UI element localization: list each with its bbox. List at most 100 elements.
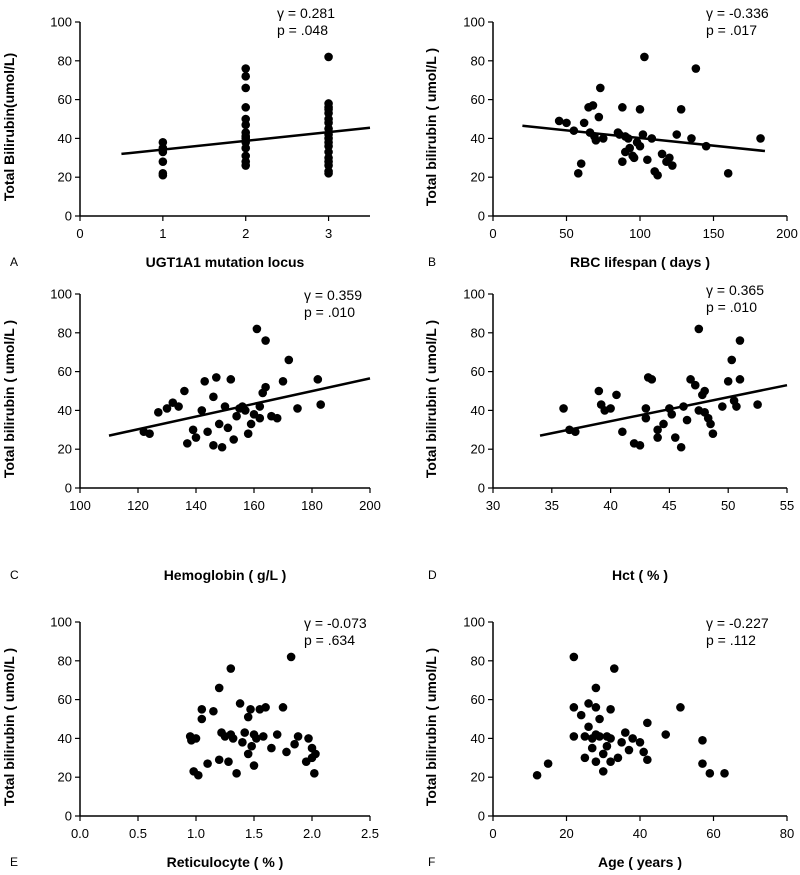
y-tick-label: 100 <box>463 15 485 30</box>
data-point <box>609 664 619 673</box>
data-point <box>214 419 224 429</box>
data-point <box>596 83 605 93</box>
data-point <box>594 386 604 396</box>
data-point <box>694 324 704 334</box>
data-point <box>554 116 564 126</box>
data-point <box>316 400 326 409</box>
x-tick-label: 150 <box>703 226 725 241</box>
x-tick-label: 100 <box>629 226 651 241</box>
y-tick-label: 100 <box>50 615 72 630</box>
data-point <box>214 755 224 765</box>
data-point <box>243 429 253 438</box>
data-point <box>618 103 627 112</box>
y-tick-label: 0 <box>65 209 72 224</box>
correlation-coefficient: γ = 0.365 <box>706 282 764 298</box>
y-tick-label: 80 <box>471 325 485 340</box>
p-value: p = .112 <box>706 632 756 648</box>
y-axis-title: Total bilirubin ( umol/L ) <box>1 648 17 806</box>
y-tick-label: 60 <box>58 364 72 379</box>
p-value: p = .010 <box>706 299 757 315</box>
data-point <box>562 118 571 128</box>
correlation-coefficient: γ = 0.281 <box>277 5 335 21</box>
x-tick-label: 140 <box>185 498 207 513</box>
data-point <box>686 375 695 384</box>
data-point <box>180 386 189 396</box>
data-point <box>252 324 262 334</box>
data-point <box>194 770 203 780</box>
x-tick-label: 45 <box>662 498 676 513</box>
data-point <box>241 120 251 130</box>
data-point <box>246 419 256 429</box>
x-tick-label: 3 <box>325 226 332 241</box>
data-point <box>708 429 718 438</box>
data-point <box>543 759 553 768</box>
data-point <box>659 419 668 429</box>
data-point <box>559 404 568 413</box>
data-point <box>706 419 715 429</box>
x-axis-title: Hemoglobin ( g/L ) <box>164 567 287 583</box>
y-tick-label: 80 <box>471 53 485 68</box>
data-point <box>324 52 333 62</box>
x-tick-label: 50 <box>559 226 573 241</box>
x-tick-label: 0.5 <box>129 826 147 841</box>
x-axis-title: UGT1A1 mutation locus <box>146 254 305 270</box>
y-tick-label: 60 <box>471 92 485 107</box>
x-tick-label: 40 <box>603 498 617 513</box>
data-point <box>267 743 276 753</box>
data-point <box>618 427 627 437</box>
y-tick-label: 20 <box>471 442 485 457</box>
panel-d: 0 20 40 60 80 100 30 35 40 45 50 55 Hct ( % ) Total b… <box>423 282 794 583</box>
panel-letter: F <box>428 855 435 869</box>
y-tick-label: 80 <box>58 53 72 68</box>
y-tick-label: 40 <box>471 403 485 418</box>
data-point <box>606 757 615 766</box>
x-tick-label: 50 <box>721 498 735 513</box>
data-point <box>158 147 168 157</box>
data-point <box>595 714 604 724</box>
y-tick-label: 60 <box>58 692 72 707</box>
data-point <box>701 141 711 151</box>
data-point <box>643 155 652 165</box>
p-value: p = .017 <box>706 22 757 38</box>
data-point <box>606 404 615 413</box>
y-tick-label: 20 <box>471 170 485 185</box>
data-point <box>238 737 247 747</box>
panel-c: 0 20 40 60 80 100 100 120 140 160 180 200 Hemoglobin… <box>1 287 381 584</box>
data-point <box>584 722 593 732</box>
panel-letter: E <box>10 855 18 869</box>
data-point <box>667 409 677 419</box>
y-axis-title: Total bilirubin ( umol/L ) <box>423 48 439 206</box>
data-point <box>705 769 715 778</box>
correlation-coefficient: γ = -0.227 <box>706 615 769 631</box>
data-point <box>624 745 634 755</box>
p-value: p = .634 <box>304 632 355 648</box>
data-point <box>698 736 707 745</box>
y-tick-label: 20 <box>58 442 72 457</box>
data-point <box>672 130 682 139</box>
y-tick-label: 20 <box>58 170 72 185</box>
y-tick-label: 60 <box>471 692 485 707</box>
data-point <box>756 134 765 143</box>
data-point <box>618 157 627 166</box>
data-point <box>690 380 700 390</box>
data-point <box>679 402 688 411</box>
x-tick-label: 20 <box>559 826 573 841</box>
data-point <box>635 737 645 747</box>
data-point <box>687 134 696 143</box>
data-point <box>625 143 635 153</box>
x-tick-label: 35 <box>545 498 559 513</box>
data-point <box>595 732 604 741</box>
data-point <box>200 377 209 386</box>
data-point <box>641 413 651 423</box>
data-point <box>576 710 586 720</box>
data-point <box>569 732 579 741</box>
y-tick-label: 0 <box>478 481 485 496</box>
data-point <box>653 170 662 180</box>
x-tick-label: 60 <box>706 826 720 841</box>
data-point <box>569 703 579 712</box>
data-point <box>661 730 671 739</box>
panel-e: 0 20 40 60 80 100 0.0 0.5 1.0 1.5 2.0 2.5 Reticulocy… <box>1 615 379 871</box>
y-tick-label: 0 <box>478 809 485 824</box>
data-point <box>220 402 230 411</box>
data-point <box>668 161 677 170</box>
